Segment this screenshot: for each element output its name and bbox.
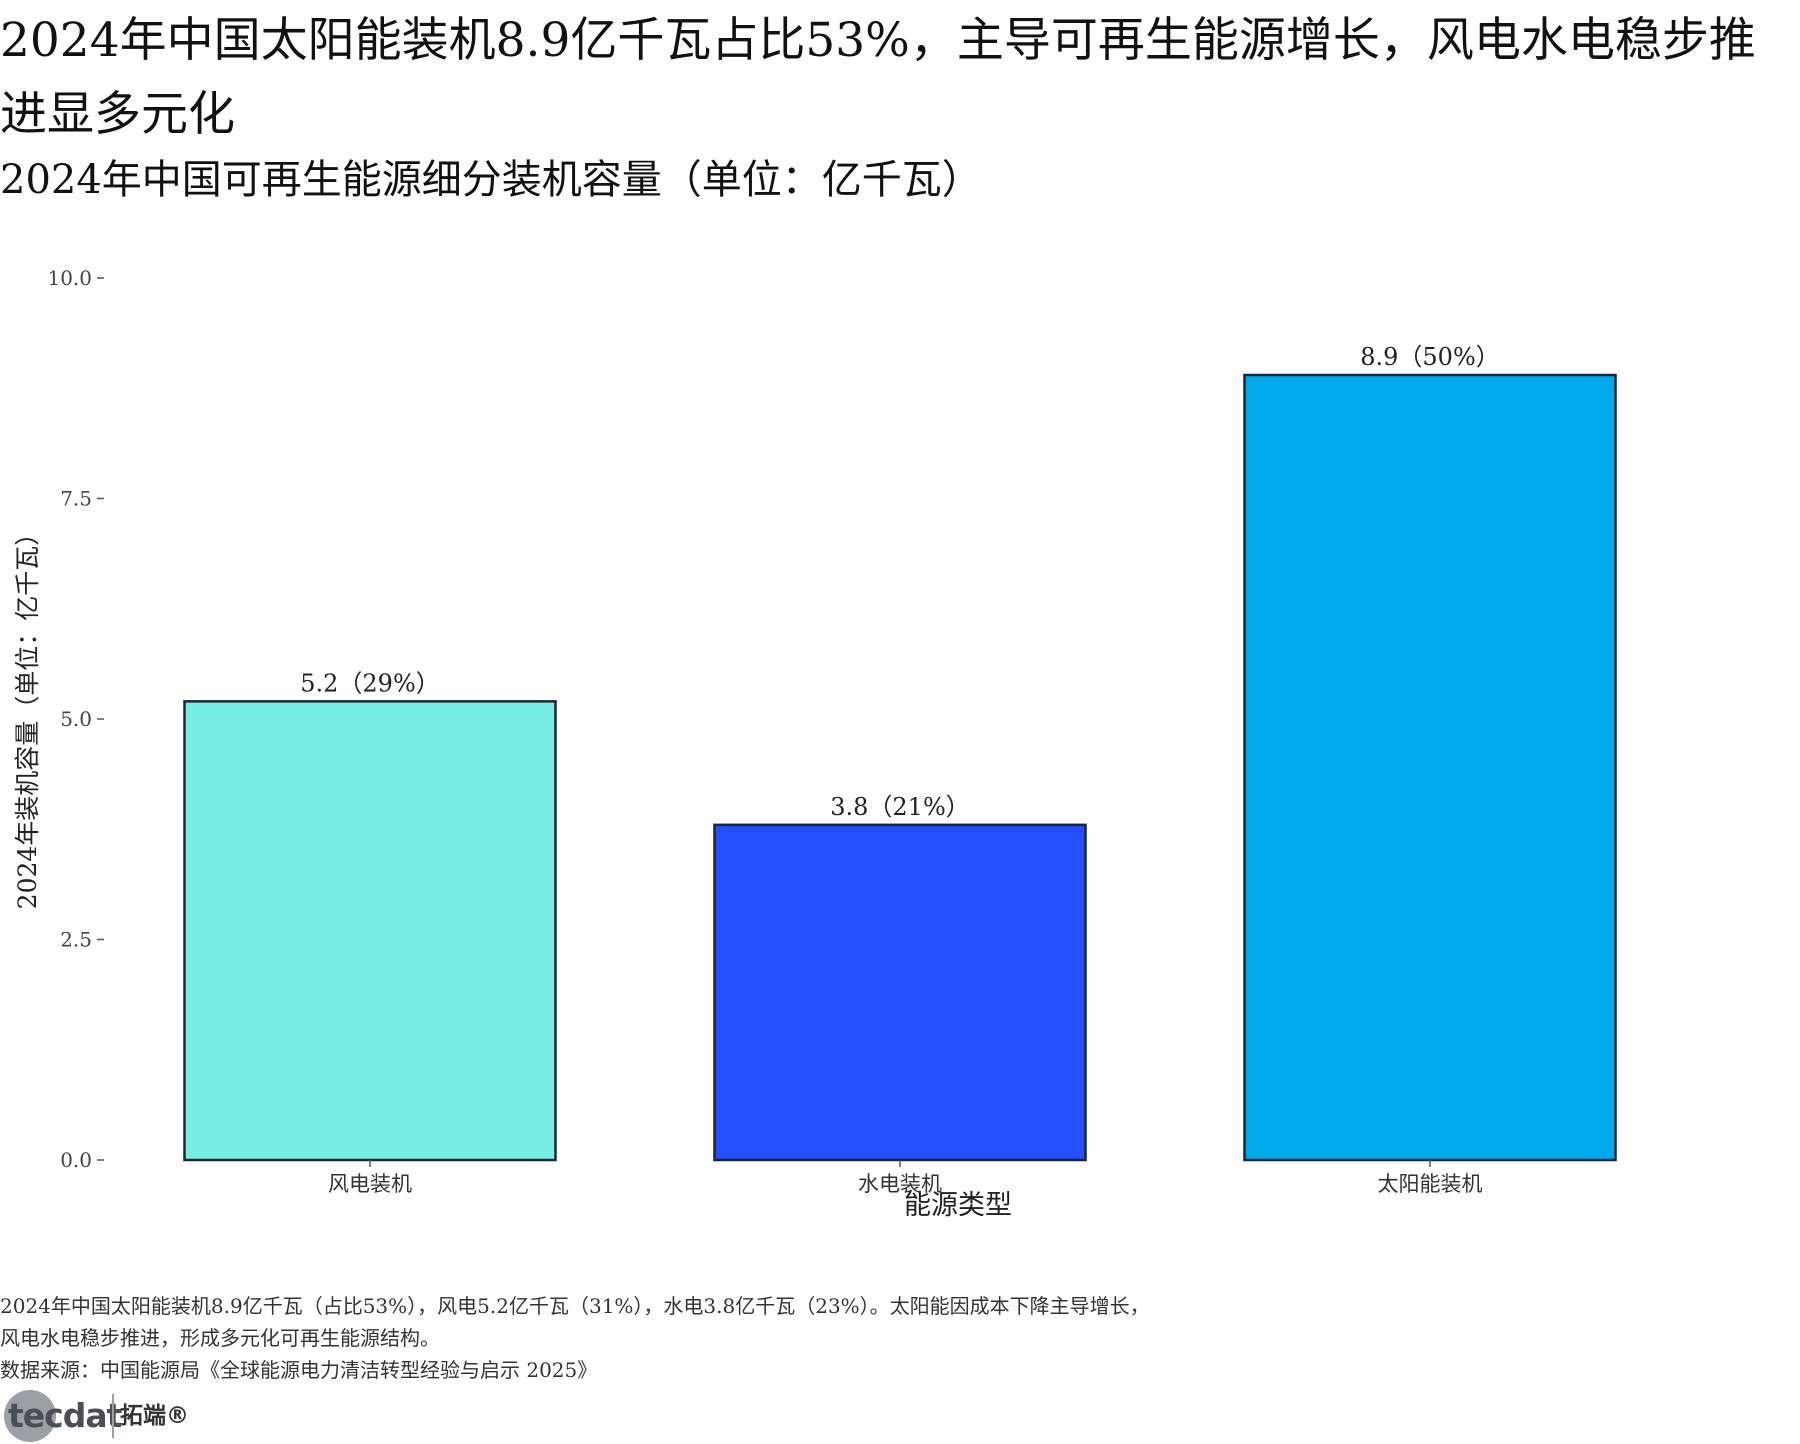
y-tick-label: 2.5 xyxy=(60,928,92,952)
footer-notes: 2024年中国太阳能装机8.9亿千瓦（占比53%），风电5.2亿千瓦（31%），… xyxy=(0,1290,1780,1386)
bar-value-label: 8.9（50%） xyxy=(1360,343,1500,371)
footer-note-line2: 风电水电稳步推进，形成多元化可再生能源结构。 xyxy=(0,1326,440,1350)
chart-subtitle: 2024年中国可再生能源细分装机容量（单位：亿千瓦） xyxy=(0,157,982,203)
y-axis-label: 2024年装机容量（单位：亿千瓦） xyxy=(13,521,42,910)
brand-chinese-text: 拓端® xyxy=(120,1403,189,1429)
brand-logo: tecdat 拓端® xyxy=(0,1388,200,1444)
footer-note-line1: 2024年中国太阳能装机8.9亿千瓦（占比53%），风电5.2亿千瓦（31%），… xyxy=(0,1294,1150,1318)
x-tick-label: 太阳能装机 xyxy=(1378,1172,1483,1196)
y-axis: 0.0 2.5 5.0 7.5 10.0 xyxy=(47,266,104,1172)
y-tick-label: 0.0 xyxy=(60,1148,92,1172)
y-tick-label: 7.5 xyxy=(60,487,92,511)
bar-value-label: 3.8（21%） xyxy=(830,793,970,821)
brand-latin-text: tecdat xyxy=(8,1396,122,1435)
x-axis: 风电装机 水电装机 太阳能装机 xyxy=(328,1160,1483,1196)
x-tick-label: 水电装机 xyxy=(858,1172,942,1196)
brand-divider xyxy=(112,1394,114,1438)
bar-chart: 0.0 2.5 5.0 7.5 10.0 5.2（29%） 3.8（21%） 8.9（50%… xyxy=(13,266,1617,1221)
x-axis-label: 能源类型 xyxy=(904,1190,1012,1221)
chart-title: 2024年中国太阳能装机8.9亿千瓦占比53%，主导可再生能源增长，风电水电稳步… xyxy=(0,13,1756,142)
footer-source: 数据来源：中国能源局《全球能源电力清洁转型经验与启示 2025》 xyxy=(0,1358,598,1382)
y-tick-label: 5.0 xyxy=(60,707,92,731)
brand-logo-circle xyxy=(4,1390,56,1442)
y-tick-label: 10.0 xyxy=(47,266,92,290)
bars: 5.2（29%） 3.8（21%） 8.9（50%） xyxy=(183,343,1617,1162)
bar xyxy=(183,700,557,1162)
bar-value-label: 5.2（29%） xyxy=(300,669,440,697)
x-tick-label: 风电装机 xyxy=(328,1172,412,1196)
bar xyxy=(1243,373,1617,1162)
bar xyxy=(713,823,1087,1162)
